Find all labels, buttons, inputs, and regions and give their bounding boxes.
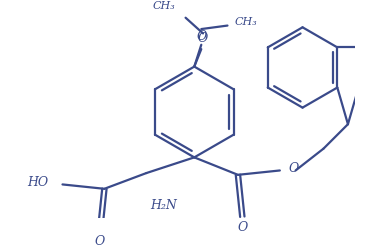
Text: CH₃: CH₃ [235,17,257,27]
Text: O: O [95,235,105,245]
Text: H₂N: H₂N [150,199,177,212]
Text: O: O [196,30,207,43]
Text: O: O [198,32,208,45]
Text: O: O [237,221,247,234]
Text: HO: HO [27,176,49,189]
Text: CH₃: CH₃ [152,1,175,11]
Text: O: O [288,162,299,175]
